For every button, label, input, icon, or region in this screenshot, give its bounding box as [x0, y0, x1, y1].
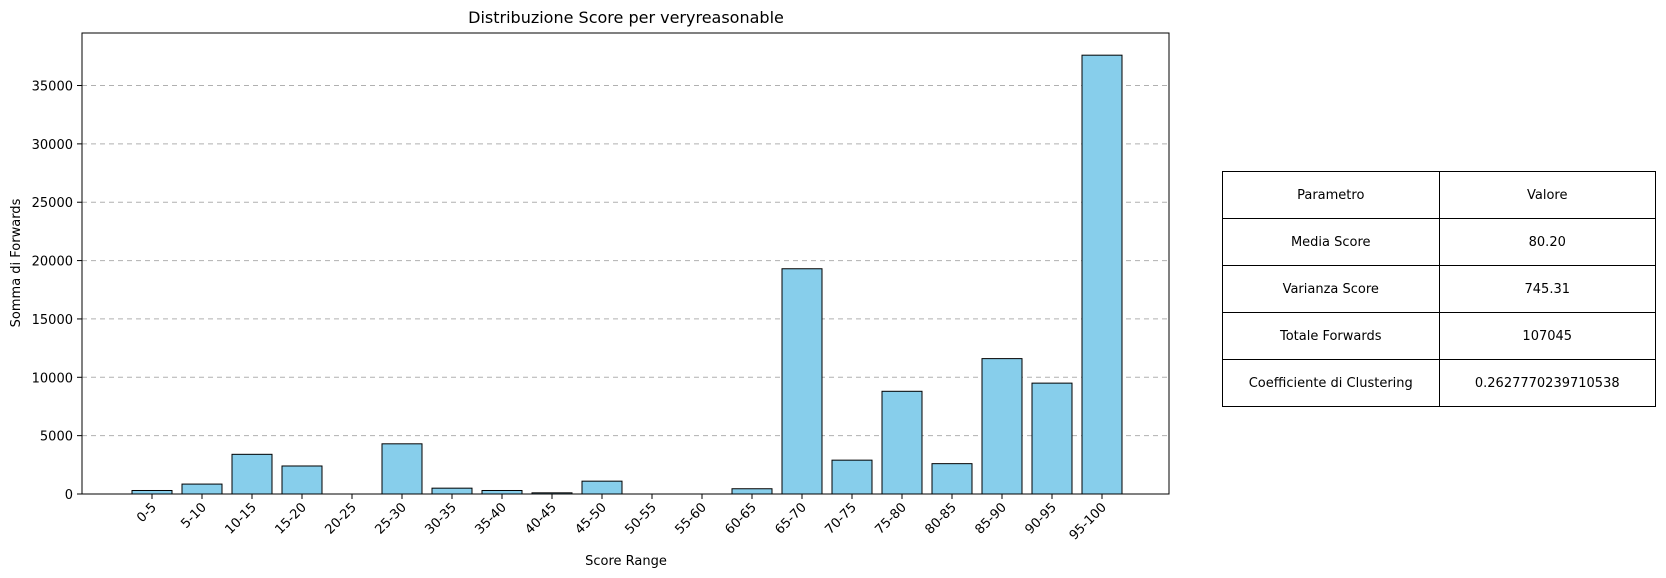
bar	[931, 463, 973, 495]
table-cell: 80.20	[1438, 218, 1656, 266]
table-cell: Varianza Score	[1222, 265, 1440, 313]
bars	[131, 54, 1123, 495]
y-tick-label: 30000	[32, 138, 73, 153]
plot-frame	[81, 32, 1170, 495]
y-tick-label: 5000	[40, 430, 73, 445]
bar	[731, 488, 773, 495]
table-cell: Coefficiente di Clustering	[1222, 359, 1440, 407]
bar	[281, 465, 323, 495]
table-cell: 107045	[1438, 312, 1656, 360]
y-tick-label: 25000	[32, 196, 73, 211]
bar	[1031, 382, 1073, 495]
x-tick-label: 0-5	[134, 500, 160, 526]
table-cell: 0.2627770239710538	[1438, 359, 1656, 407]
table-row: Varianza Score 745.31	[1222, 265, 1656, 313]
bar	[831, 459, 873, 495]
table-row: Media Score 80.20	[1222, 218, 1656, 266]
x-tick-label: 5-10	[178, 500, 209, 531]
bar	[131, 489, 173, 495]
bar	[231, 453, 273, 495]
x-tick-label: 60-65	[723, 500, 760, 537]
x-tick-label: 15-20	[273, 500, 310, 537]
x-tick-label: 25-30	[373, 500, 410, 537]
bar	[381, 443, 423, 495]
bar	[181, 483, 223, 495]
bar	[981, 358, 1023, 495]
table-header-cell: Parametro	[1222, 171, 1440, 219]
x-tick-label: 85-90	[973, 500, 1010, 537]
stats-table: Parametro Valore Media Score 80.20 Varia…	[1222, 171, 1656, 407]
y-tick-label: 15000	[32, 313, 73, 328]
bar	[1081, 54, 1123, 495]
table-header-cell: Valore	[1438, 171, 1656, 219]
x-tick-label: 30-35	[423, 500, 460, 537]
y-axis-label: Somma di Forwards	[9, 198, 24, 327]
x-tick-label: 90-95	[1023, 500, 1060, 537]
table-header-row: Parametro Valore	[1222, 171, 1656, 219]
x-tick-label: 35-40	[473, 500, 510, 537]
x-axis-label: Score Range	[585, 554, 667, 569]
x-tick-label: 65-70	[773, 500, 810, 537]
x-tick-label: 50-55	[623, 500, 660, 537]
x-tick-label: 95-100	[1067, 500, 1110, 543]
x-tick-label: 20-25	[323, 500, 360, 537]
y-tick-label: 10000	[32, 371, 73, 386]
table-cell: Media Score	[1222, 218, 1440, 266]
x-tick-label: 45-50	[573, 500, 610, 537]
table-cell: 745.31	[1438, 265, 1656, 313]
grid-lines	[82, 85, 1169, 437]
stats-table-container: Parametro Valore Media Score 80.20 Varia…	[1222, 171, 1656, 407]
x-tick-label: 75-80	[873, 500, 910, 537]
y-tick-label: 20000	[32, 255, 73, 270]
bar	[481, 489, 523, 495]
table-row: Coefficiente di Clustering 0.26277702397…	[1222, 359, 1656, 407]
y-axis-ticks: 0 5000 10000 15000 20000 25000 30000 35000	[32, 80, 82, 503]
y-tick-label: 0	[65, 488, 73, 503]
x-axis-ticks: 0-5 5-10 10-15 15-20 20-25 25-30 30-35 35-40 40-…	[134, 494, 1110, 543]
table-row: Totale Forwards 107045	[1222, 312, 1656, 360]
x-tick-label: 40-45	[523, 500, 560, 537]
y-tick-label: 35000	[32, 80, 73, 95]
bar	[431, 487, 473, 495]
x-tick-label: 70-75	[823, 500, 860, 537]
x-tick-label: 80-85	[923, 500, 960, 537]
x-tick-label: 10-15	[223, 500, 260, 537]
chart-title: Distribuzione Score per veryreasonable	[468, 8, 784, 27]
table-cell: Totale Forwards	[1222, 312, 1440, 360]
bar	[581, 480, 623, 495]
bar	[781, 268, 823, 495]
bar	[881, 390, 923, 495]
x-tick-label: 55-60	[673, 500, 710, 537]
